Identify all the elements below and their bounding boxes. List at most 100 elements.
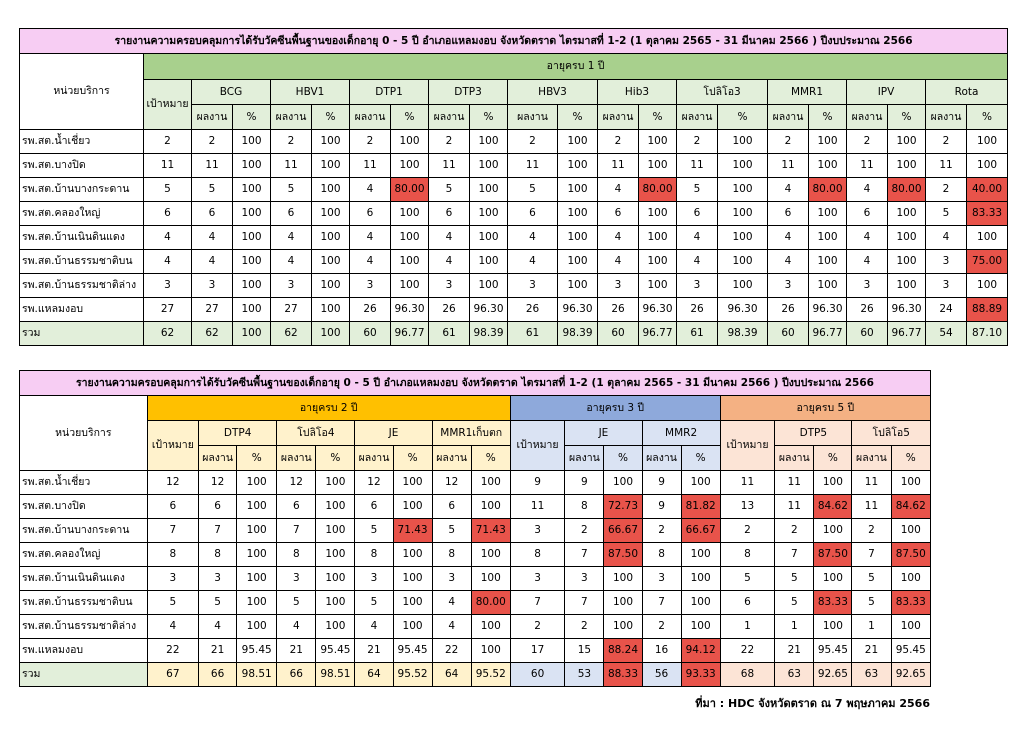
result-header: ผลงาน — [349, 104, 391, 130]
value-cell: 11 — [851, 494, 892, 519]
target-header: เป้าหมาย — [509, 420, 566, 471]
value-cell: 5 — [774, 566, 815, 591]
percent-header: % — [717, 104, 768, 130]
value-cell: 63 — [851, 662, 892, 687]
value-cell: 100 — [392, 470, 433, 495]
value-cell: 100 — [236, 542, 278, 567]
unit-name: รพ.สต.คลองใหญ่ — [19, 542, 148, 567]
target-cell: 6 — [143, 201, 192, 226]
percent-cell: 100 — [390, 273, 429, 298]
percent-cell: 80.00 — [390, 177, 429, 202]
table-row: รพ.สต.น้ำเชี่ยว 12 12 100 12 100 12 100 12 100 9 9 1… — [19, 470, 931, 495]
value-cell: 100 — [890, 566, 931, 591]
value-cell: 56 — [641, 662, 682, 687]
value-cell: 100 — [603, 590, 643, 615]
value-cell: 5 — [198, 590, 238, 615]
percent-header: % — [638, 104, 677, 130]
table-row: รพ.สต.น้ำเชี่ยว 2 2 100 2 100 2 100 2 100 2 100 2 100… — [19, 129, 1009, 154]
table-row: รพ.สต.บ้านเนินดินแดง 4 4 100 4 100 4 100 4 100 4 10… — [19, 225, 1009, 250]
value-cell: 95.45 — [236, 638, 278, 663]
percent-cell: 100 — [638, 201, 677, 226]
value-cell: 7 — [641, 590, 682, 615]
result-cell: 6 — [597, 201, 639, 226]
table1-title: รายงานความครอบคลุมการได้รับวัคซีนพื้นฐาน… — [18, 28, 1009, 54]
value-cell: 3 — [431, 566, 472, 591]
percent-cell: 100 — [469, 225, 508, 250]
percent-cell: 100 — [557, 225, 598, 250]
result-cell: 4 — [597, 249, 639, 274]
result-cell: 4 — [428, 225, 470, 250]
target-cell: 3 — [146, 566, 200, 591]
result-cell: 6 — [349, 201, 391, 226]
percent-cell: 100 — [232, 225, 271, 250]
percent-cell: 100 — [808, 153, 847, 178]
percent-cell: 100 — [311, 201, 350, 226]
value-cell: 21 — [198, 638, 238, 663]
result-cell: 4 — [676, 225, 718, 250]
coverage-table-age2-5: รายงานความครอบคลุมการได้รับวัคซีนพื้นฐาน… — [19, 370, 932, 687]
age3-header: อายุครบ 3 ปี — [509, 395, 721, 421]
value-cell: 3 — [276, 566, 317, 591]
vaccine-header: MMR2 — [641, 420, 721, 446]
value-cell: 4 — [354, 614, 394, 639]
percent-cell: 96.77 — [887, 321, 926, 346]
age5-header: อายุครบ 5 ปี — [719, 395, 932, 421]
table-row: รพ.สต.บ้านบางกระดาน 5 5 100 5 100 4 80.00 5 100 5 1… — [19, 177, 1009, 202]
vaccine-header: IPV — [846, 79, 926, 105]
percent-cell: 100 — [232, 297, 271, 322]
percent-header: % — [392, 445, 433, 471]
result-cell: 4 — [270, 225, 312, 250]
result-cell: 4 — [767, 249, 809, 274]
target-cell: 67 — [146, 662, 200, 687]
result-cell: 60 — [767, 321, 809, 346]
value-cell: 64 — [431, 662, 472, 687]
result-cell: 11 — [191, 153, 233, 178]
table2-title: รายงานความครอบคลุมการได้รับวัคซีนพื้นฐาน… — [19, 370, 931, 396]
result-header: ผลงาน — [846, 104, 888, 130]
result-cell: 4 — [191, 225, 233, 250]
result-cell: 4 — [349, 177, 391, 202]
percent-cell: 96.77 — [808, 321, 847, 346]
value-cell: 83.33 — [813, 590, 853, 615]
result-cell: 4 — [597, 177, 639, 202]
result-header: ผลงาน — [925, 104, 967, 130]
percent-cell: 100 — [232, 201, 271, 226]
target-cell: 11 — [509, 494, 566, 519]
percent-header: % — [469, 104, 508, 130]
age2-header: อายุครบ 2 ปี — [146, 395, 511, 421]
percent-cell: 96.30 — [638, 297, 677, 322]
table-row: รพ.สต.บางปิด 11 11 100 11 100 11 100 11 100 11 100 1… — [19, 153, 1009, 178]
table-row: รพ.สต.บ้านบางกระดาน 7 7 100 7 100 5 71.43 5 71.43… — [19, 518, 931, 543]
value-cell: 100 — [680, 614, 721, 639]
result-cell: 6 — [507, 201, 558, 226]
result-cell: 4 — [428, 249, 470, 274]
result-cell: 4 — [507, 225, 558, 250]
value-cell: 12 — [198, 470, 238, 495]
value-cell: 7 — [774, 542, 815, 567]
value-cell: 4 — [198, 614, 238, 639]
result-cell: 3 — [270, 273, 312, 298]
percent-cell: 96.30 — [717, 297, 768, 322]
value-cell: 87.50 — [890, 542, 931, 567]
value-cell: 71.43 — [470, 518, 511, 543]
percent-cell: 80.00 — [638, 177, 677, 202]
percent-header: % — [315, 445, 356, 471]
value-cell: 12 — [276, 470, 317, 495]
percent-cell: 100 — [887, 273, 926, 298]
result-header: ผลงาน — [597, 104, 639, 130]
value-cell: 12 — [354, 470, 394, 495]
percent-cell: 96.30 — [557, 297, 598, 322]
percent-cell: 87.10 — [965, 321, 1009, 346]
percent-cell: 100 — [469, 249, 508, 274]
percent-cell: 100 — [717, 249, 768, 274]
unit-header: หน่วยบริการ — [19, 53, 144, 130]
percent-cell: 100 — [390, 129, 429, 154]
result-header: ผลงาน — [774, 445, 815, 471]
value-cell: 100 — [392, 494, 433, 519]
value-cell: 100 — [813, 566, 853, 591]
result-header: ผลงาน — [851, 445, 892, 471]
percent-cell: 100 — [469, 153, 508, 178]
total-row: รวม 67 66 98.51 66 98.51 64 95.52 64 95.52 60 53 88.… — [19, 662, 931, 687]
target-cell: 4 — [143, 225, 192, 250]
result-cell: 5 — [925, 201, 967, 226]
